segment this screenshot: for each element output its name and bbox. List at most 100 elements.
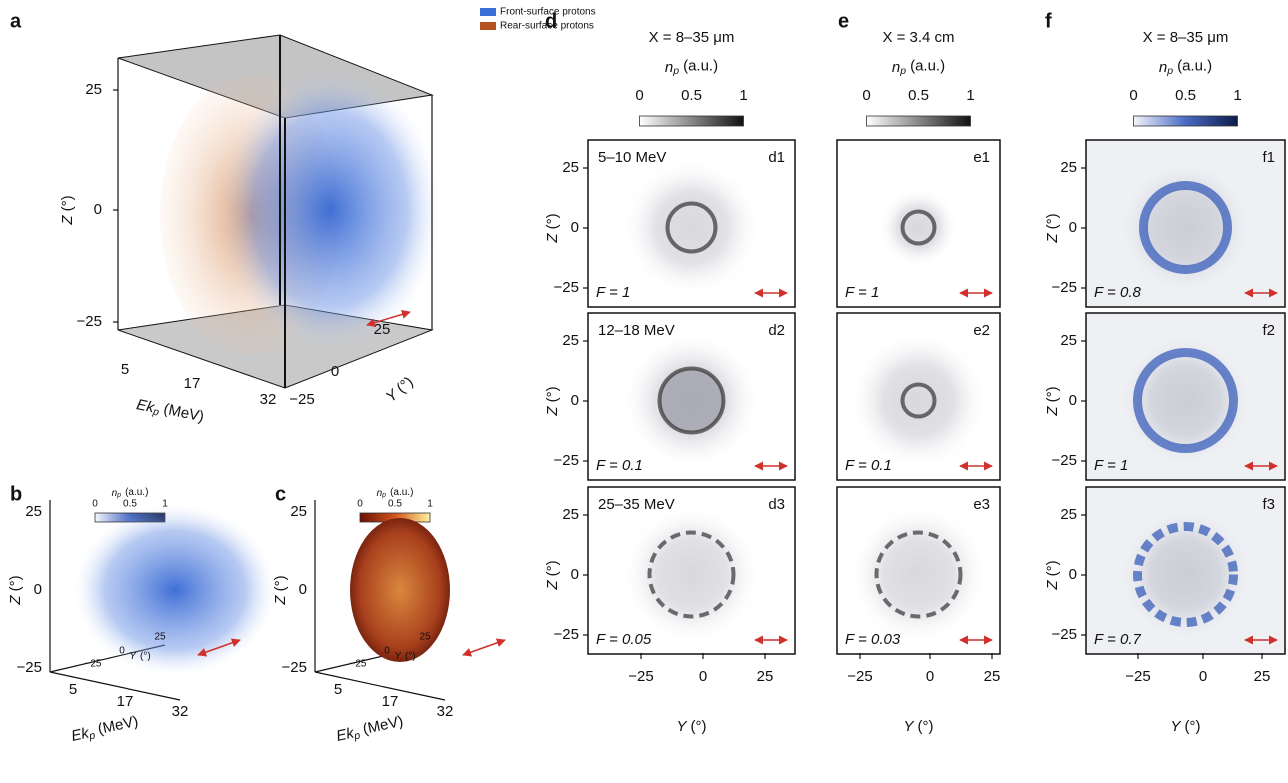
halo	[878, 187, 959, 268]
halo	[848, 504, 989, 645]
y-tick-label: −25	[1125, 668, 1150, 685]
z-tick-label: 0	[1069, 392, 1077, 409]
label-unit: (MeV)	[162, 400, 205, 425]
proton-ring	[647, 530, 736, 619]
label-variable: Z	[1044, 406, 1061, 417]
z-axis-label: Z (°)	[272, 575, 289, 605]
label-unit: (°)	[544, 213, 561, 229]
ek-axis-label: Ekp(MeV)	[69, 713, 140, 746]
ek-axis-label: Ekp(MeV)	[334, 713, 405, 746]
subpanel-id: d2	[768, 322, 785, 339]
label-unit: (a.u.)	[390, 487, 413, 498]
polarization-arrow	[197, 638, 241, 657]
panel-title: X = 8–35 μm	[1143, 29, 1229, 46]
f-number: F = 0.7	[1094, 631, 1141, 648]
colorbar-tick-label: 0.5	[388, 499, 402, 510]
y-tick-label: 25	[419, 632, 431, 643]
colorbar-title: np (a.u.)	[892, 58, 945, 77]
ek-tick-label: 17	[184, 375, 201, 392]
z-tick-label: 0	[571, 392, 579, 409]
energy-range: 12–18 MeV	[598, 322, 675, 339]
colorbar-tick-label: 1	[739, 87, 747, 104]
label-subscript: p	[116, 492, 121, 499]
subpanel-id: e2	[973, 322, 990, 339]
panel-label: b	[10, 483, 22, 505]
panel-title: X = 8–35 μm	[649, 29, 735, 46]
y-tick-label: 0	[384, 646, 390, 657]
z-tick-label: 0	[34, 581, 42, 598]
panel-label: f	[1045, 10, 1052, 32]
proton-ring	[1133, 522, 1238, 627]
y-tick-label: 25	[984, 668, 1001, 685]
label-unit: (°)	[544, 386, 561, 402]
colorbar-tick-label: 0	[1129, 87, 1137, 104]
colorbar-tick-label: 0.5	[681, 87, 702, 104]
y-tick-label: 0	[926, 668, 934, 685]
z-tick-label: 0	[1069, 566, 1077, 583]
label-unit: (MeV)	[361, 713, 404, 738]
y-tick-label: 25	[154, 632, 166, 643]
z-tick-label: −25	[554, 626, 579, 643]
label-variable: Z	[1044, 233, 1061, 244]
label-unit: (°)	[1044, 386, 1061, 402]
z-tick-label: 25	[562, 506, 579, 523]
front-protons	[220, 70, 440, 350]
label-unit: (°)	[691, 718, 707, 735]
colorbar-tick-label: 0.5	[1175, 87, 1196, 104]
z-tick-label: −25	[1052, 452, 1077, 469]
y-tick-label: 25	[1254, 668, 1271, 685]
label-variable: n	[112, 488, 118, 499]
panel-label: c	[275, 483, 286, 505]
y-tick-label: 25	[374, 321, 391, 338]
axis-line	[49, 671, 181, 701]
proton-distribution	[350, 518, 450, 662]
label-variable: Z	[7, 595, 24, 606]
label-subscript: p	[151, 405, 160, 418]
z-tick-label: −25	[282, 659, 307, 676]
z-tick-label: 0	[1069, 219, 1077, 236]
label-unit: (°)	[140, 651, 151, 662]
y-tick-label: −25	[350, 659, 367, 670]
label-variable: Ek	[135, 396, 157, 417]
y-tick-label: −25	[85, 659, 102, 670]
z-tick-label: −25	[554, 279, 579, 296]
label-subscript: p	[352, 729, 361, 742]
label-unit: (MeV)	[96, 713, 139, 738]
f-number: F = 0.1	[845, 457, 892, 474]
z-tick-label: 25	[290, 503, 307, 520]
y-tick-label: 0	[1199, 668, 1207, 685]
f-number: F = 0.03	[845, 631, 901, 648]
y-tick-label: −25	[847, 668, 872, 685]
label-variable: Y	[129, 651, 137, 662]
f-number: F = 0.8	[1094, 284, 1141, 301]
label-variable: Y	[676, 718, 687, 735]
label-subscript: p	[672, 65, 679, 77]
z-tick-label: −25	[17, 659, 42, 676]
ek-tick-label: 5	[334, 681, 342, 698]
label-unit: (°)	[1185, 718, 1201, 735]
colorbar	[866, 115, 971, 127]
ek-tick-label: 32	[260, 391, 277, 408]
polarization-arrow	[462, 638, 506, 657]
proton-ring	[657, 366, 726, 435]
label-variable: Z	[59, 215, 76, 226]
z-tick-label: 25	[562, 332, 579, 349]
colorbar	[1133, 115, 1238, 127]
colorbar-tick-label: 0.5	[908, 87, 929, 104]
z-tick-label: 25	[562, 159, 579, 176]
label-unit: (a.u.)	[910, 58, 945, 75]
y-axis-label: Y(°)	[903, 718, 933, 735]
subpanel-id: f2	[1262, 322, 1275, 339]
z-axis-label: Z (°)	[59, 195, 76, 225]
label-unit: (°)	[918, 718, 934, 735]
label-unit: (a.u.)	[1177, 58, 1212, 75]
label-variable: Z	[544, 233, 561, 244]
label-unit: (a.u.)	[125, 487, 148, 498]
label-variable: n	[665, 59, 673, 76]
f-number: F = 1	[845, 284, 879, 301]
halo	[621, 157, 762, 298]
halo	[621, 504, 762, 645]
label-unit: (°)	[1044, 213, 1061, 229]
label-unit: (°)	[59, 195, 76, 211]
